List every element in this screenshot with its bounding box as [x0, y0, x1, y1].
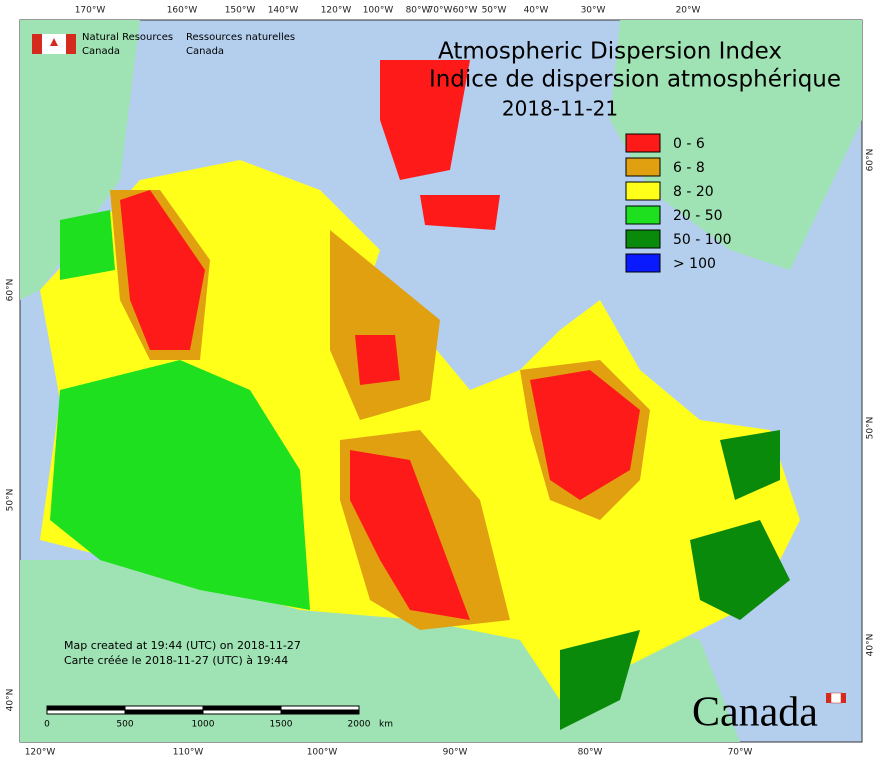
latitude-label: 50°N: [6, 489, 16, 512]
legend-label: 8 - 20: [673, 184, 714, 200]
agency-fr: Ressources naturelles: [186, 32, 295, 43]
agency-fr: Canada: [186, 46, 224, 57]
scale-bar: [46, 705, 360, 715]
longitude-label: 70°W: [428, 6, 453, 16]
legend-label: 0 - 6: [673, 136, 705, 152]
flag-icon: [32, 34, 76, 54]
title-en: Atmospheric Dispersion Index: [438, 39, 782, 65]
scale-label: 1000: [192, 720, 215, 730]
legend-swatch: [625, 157, 661, 177]
longitude-label: 150°W: [225, 6, 256, 16]
title-fr: Indice de dispersion atmosphérique: [429, 67, 841, 93]
legend-label: > 100: [673, 256, 716, 272]
longitude-label: 80°W: [578, 748, 603, 758]
legend-swatch: [625, 229, 661, 249]
longitude-label: 30°W: [581, 6, 606, 16]
scale-label: 0: [44, 720, 50, 730]
legend-label: 20 - 50: [673, 208, 723, 224]
longitude-label: 90°W: [443, 748, 468, 758]
longitude-label: 20°W: [676, 6, 701, 16]
longitude-label: 70°W: [728, 748, 753, 758]
agency-en: Canada: [82, 46, 120, 57]
legend-swatch: [625, 181, 661, 201]
canada-zones: [40, 60, 800, 730]
wordmark: Canada: [692, 690, 818, 736]
longitude-label: 100°W: [363, 6, 394, 16]
legend-swatch: [625, 253, 661, 273]
legend-label: 50 - 100: [673, 232, 732, 248]
scale-unit: km: [379, 720, 393, 730]
longitude-label: 120°W: [25, 748, 56, 758]
longitude-label: 140°W: [268, 6, 299, 16]
longitude-label: 170°W: [75, 6, 106, 16]
longitude-label: 160°W: [167, 6, 198, 16]
longitude-label: 40°W: [524, 6, 549, 16]
legend-swatch: [625, 133, 661, 153]
longitude-label: 120°W: [321, 6, 352, 16]
latitude-label: 50°N: [866, 417, 876, 440]
latitude-label: 60°N: [866, 149, 876, 172]
map-date: 2018-11-21: [502, 97, 618, 121]
credit-line: Map created at 19:44 (UTC) on 2018-11-27: [64, 639, 301, 652]
longitude-label: 50°W: [482, 6, 507, 16]
legend-label: 6 - 8: [673, 160, 705, 176]
latitude-label: 60°N: [6, 279, 16, 302]
longitude-label: 100°W: [307, 748, 338, 758]
scale-label: 2000: [348, 720, 371, 730]
scale-label: 500: [116, 720, 133, 730]
wordmark-flag: [826, 692, 846, 704]
longitude-label: 80°W: [406, 6, 431, 16]
agency-en: Natural Resources: [82, 32, 173, 43]
longitude-label: 60°W: [453, 6, 478, 16]
latitude-label: 40°N: [866, 634, 876, 657]
latitude-label: 40°N: [6, 689, 16, 712]
credit-line: Carte créée le 2018-11-27 (UTC) à 19:44: [64, 654, 288, 667]
longitude-label: 110°W: [173, 748, 204, 758]
legend-swatch: [625, 205, 661, 225]
scale-label: 1500: [270, 720, 293, 730]
